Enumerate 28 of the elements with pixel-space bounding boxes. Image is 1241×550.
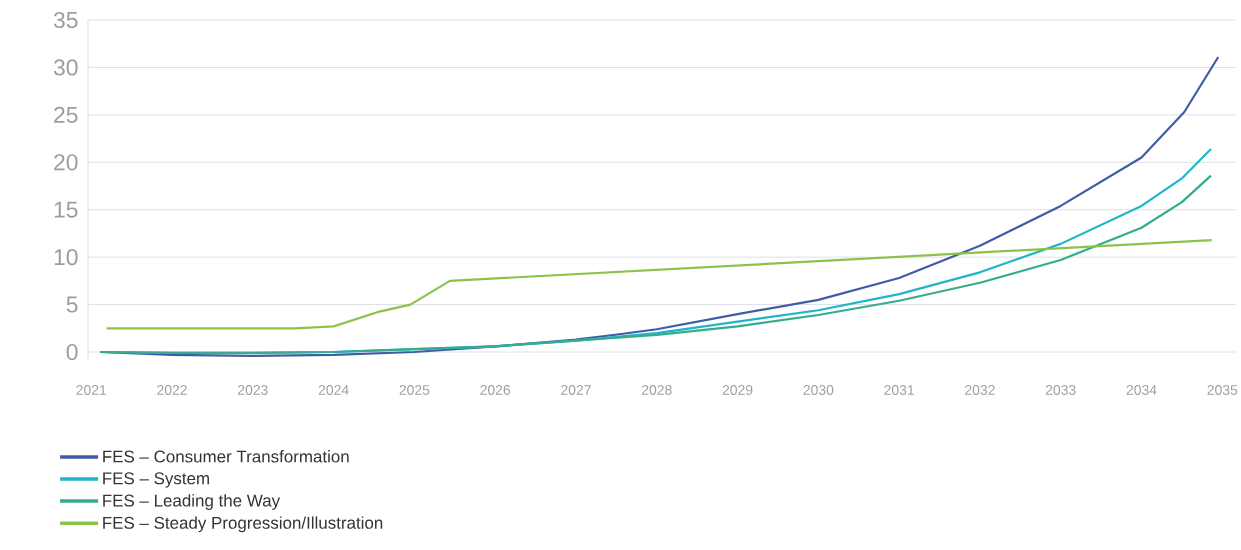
x-tick-label: 2024 (318, 385, 349, 395)
legend-label: FES – Consumer Transformation (103, 450, 349, 463)
x-tick-label: 2029 (722, 385, 753, 395)
legend-label: FES – System (103, 472, 209, 488)
y-tick-label: 30 (53, 59, 78, 76)
x-tick-label: 2023 (238, 385, 268, 395)
x-tick-label: 2027 (561, 385, 591, 395)
legend-label: FES – Leading the Way (103, 494, 281, 510)
x-tick-label: 2021 (76, 385, 107, 395)
legend-label: FES – Steady Progression/Illustration (103, 516, 383, 533)
y-tick-label: 0 (66, 343, 78, 361)
x-tick-label: 2033 (1045, 385, 1076, 395)
y-tick-label: 25 (54, 106, 78, 123)
y-tick-label: 10 (54, 249, 78, 266)
x-tick-label: 2026 (480, 385, 511, 395)
x-tick-label: 2035 (1207, 385, 1238, 395)
x-tick-label: 2032 (965, 385, 995, 395)
y-tick-label: 15 (54, 201, 78, 218)
x-tick-label: 2034 (1126, 385, 1157, 395)
x-tick-label: 2025 (399, 385, 430, 395)
y-tick-label: 35 (53, 11, 78, 29)
x-tick-label: 2022 (157, 385, 187, 395)
line-series (105, 238, 1213, 330)
y-tick-label: 20 (54, 154, 78, 171)
x-tick-label: 2031 (884, 385, 914, 395)
x-tick-label: 2028 (641, 385, 672, 395)
x-tick-label: 2030 (803, 385, 834, 395)
y-tick-label: 5 (66, 296, 78, 313)
